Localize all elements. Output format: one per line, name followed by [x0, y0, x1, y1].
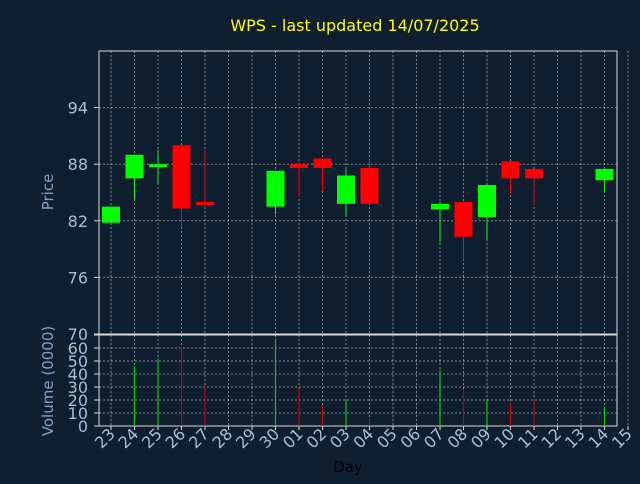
candle-body [431, 203, 449, 210]
price-plot-frame [98, 50, 618, 335]
candle-body [290, 164, 308, 168]
candle-body [595, 168, 614, 181]
volume-tick-label: 0 [78, 417, 88, 436]
candle-body [125, 154, 144, 179]
volume-tick-label: 10 [68, 404, 88, 423]
price-axis-label: Price [39, 174, 57, 211]
candle-body [196, 201, 214, 205]
price-tick-label: 88 [68, 155, 88, 174]
candle-body [501, 161, 520, 179]
volume-axis-label: Volume (0000) [39, 326, 57, 436]
candle-body [525, 168, 543, 179]
volume-tick-label: 60 [68, 339, 88, 358]
x-axis-label: Day [333, 458, 363, 476]
volume-plot-frame [98, 334, 618, 427]
candle-body [313, 158, 332, 168]
candle-body [149, 164, 167, 168]
chart-title: WPS - last updated 14/07/2025 [230, 16, 479, 35]
candle-body [478, 184, 496, 218]
price-panel: 70 76 82 88 94 [68, 50, 629, 344]
volume-tick-label: 20 [68, 391, 88, 410]
x-tick-labels: 2324252627282930010203040506070809101112… [91, 424, 636, 452]
candle-body [172, 145, 191, 209]
candle-body [266, 170, 285, 207]
volume-tick-label: 50 [68, 352, 88, 371]
candle-body [454, 201, 473, 237]
price-tick-label: 70 [68, 325, 88, 344]
price-tick-label: 94 [68, 99, 88, 118]
price-tick-label: 82 [68, 212, 88, 231]
volume-tick-label: 30 [68, 378, 88, 397]
x-tick-label: 15 [608, 424, 636, 452]
candle-body [360, 167, 379, 204]
candle-body [337, 175, 355, 204]
price-tick-label: 76 [68, 268, 88, 287]
candle-body [102, 206, 120, 223]
volume-tick-label: 40 [68, 365, 88, 384]
